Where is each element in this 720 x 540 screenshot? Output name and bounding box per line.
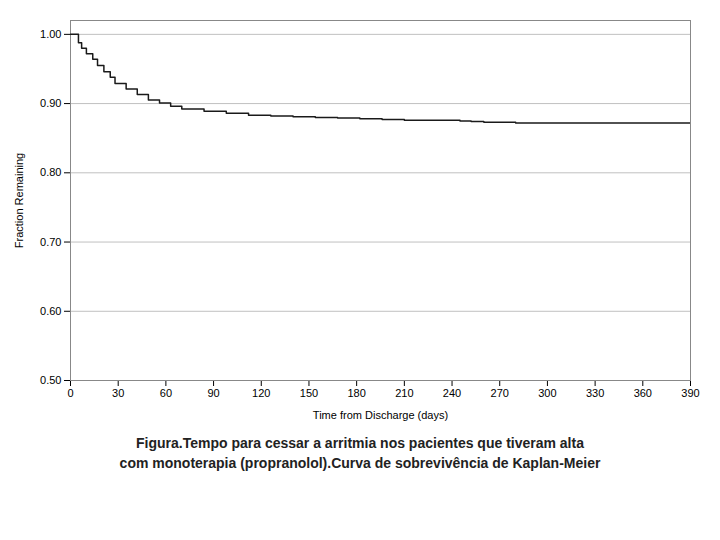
svg-text:Fraction Remaining: Fraction Remaining [13,153,25,248]
svg-text:0.60: 0.60 [40,305,61,317]
svg-text:330: 330 [586,387,604,399]
svg-text:0.70: 0.70 [40,236,61,248]
svg-text:90: 90 [207,387,219,399]
svg-text:0.80: 0.80 [40,166,61,178]
svg-text:60: 60 [160,387,172,399]
svg-text:0: 0 [67,387,73,399]
svg-text:30: 30 [112,387,124,399]
svg-text:300: 300 [538,387,556,399]
svg-text:Time from Discharge (days): Time from Discharge (days) [313,409,448,421]
svg-text:120: 120 [252,387,270,399]
svg-text:1.00: 1.00 [40,28,61,40]
svg-text:210: 210 [395,387,413,399]
svg-text:390: 390 [681,387,699,399]
svg-text:180: 180 [347,387,365,399]
html-text:Figura.Tempo para cessar a arr: Figura.Tempo para cessar a arritmia nos … [119,435,601,471]
svg-text:240: 240 [443,387,461,399]
svg-text:270: 270 [491,387,509,399]
svg-text:0.90: 0.90 [40,97,61,109]
svg-text:0.50: 0.50 [40,374,61,386]
svg-text:360: 360 [634,387,652,399]
svg-text:150: 150 [300,387,318,399]
